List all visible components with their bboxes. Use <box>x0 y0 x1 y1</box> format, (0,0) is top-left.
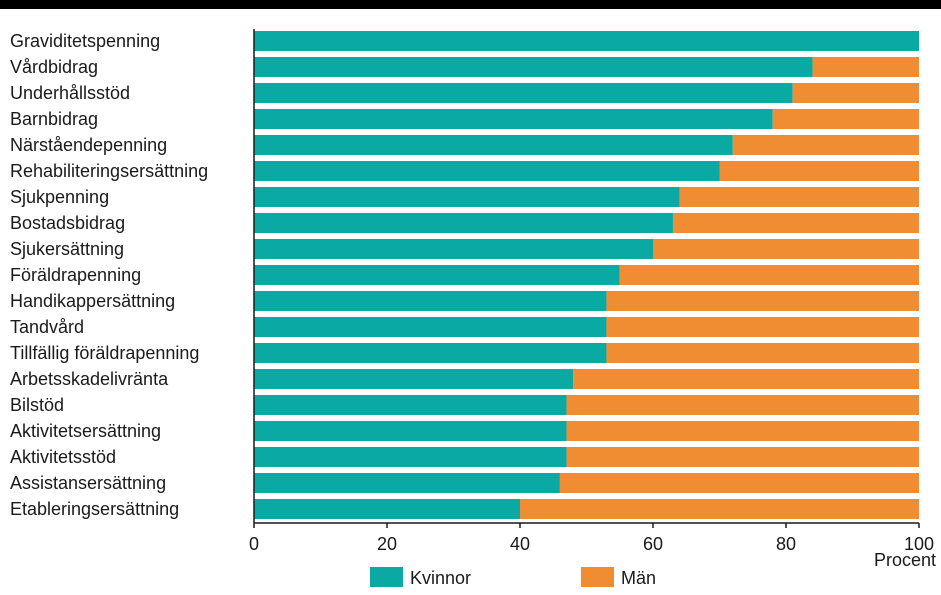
bar-kvinnor <box>254 161 720 181</box>
category-label: Tandvård <box>10 317 84 337</box>
x-tick-label: 100 <box>904 534 934 554</box>
bar-kvinnor <box>254 291 607 311</box>
category-label: Handikappersättning <box>10 291 175 311</box>
bar-man <box>792 83 919 103</box>
bar-man <box>719 161 919 181</box>
category-label: Sjukersättning <box>10 239 124 259</box>
bar-man <box>679 187 919 207</box>
category-label: Underhållsstöd <box>10 83 130 103</box>
bar-kvinnor <box>254 239 653 259</box>
bar-kvinnor <box>254 343 607 363</box>
category-labels: Graviditetspenning Vårdbidrag Underhållsst… <box>10 31 208 519</box>
legend: Kvinnor Män <box>370 567 656 588</box>
x-tick-label: 60 <box>643 534 663 554</box>
legend-label: Kvinnor <box>410 568 471 588</box>
bar-man <box>812 57 919 77</box>
bar-man <box>772 109 919 129</box>
bar-man <box>606 317 919 337</box>
bar-man <box>566 395 919 415</box>
x-axis-label: Procent <box>874 550 936 570</box>
bar-kvinnor <box>254 109 773 129</box>
category-label: Sjukpenning <box>10 187 109 207</box>
top-rule <box>0 0 941 9</box>
bar-kvinnor <box>254 395 567 415</box>
bar-man <box>520 499 919 519</box>
bar-man <box>566 447 919 467</box>
category-label: Etableringsersättning <box>10 499 179 519</box>
bar-kvinnor <box>254 187 680 207</box>
x-tick-label: 40 <box>510 534 530 554</box>
bar-kvinnor <box>254 31 919 51</box>
bar-kvinnor <box>254 421 567 441</box>
category-label: Graviditetspenning <box>10 31 160 51</box>
category-label: Tillfällig föräldrapenning <box>10 343 199 363</box>
bar-kvinnor <box>254 473 560 493</box>
bar-man <box>732 135 919 155</box>
bars <box>254 31 919 519</box>
category-label: Närståendepenning <box>10 135 167 155</box>
bar-man <box>566 421 919 441</box>
bar-kvinnor <box>254 499 520 519</box>
category-label: Föräldrapenning <box>10 265 141 285</box>
category-label: Bostadsbidrag <box>10 213 125 233</box>
category-label: Arbetsskadelivränta <box>10 369 169 389</box>
category-label: Assistansersättning <box>10 473 166 493</box>
x-tick-label: 20 <box>377 534 397 554</box>
bar-man <box>573 369 919 389</box>
category-label: Barnbidrag <box>10 109 98 129</box>
bar-man <box>653 239 919 259</box>
bar-kvinnor <box>254 83 793 103</box>
bar-man <box>619 265 919 285</box>
bar-kvinnor <box>254 447 567 467</box>
x-tick-label: 80 <box>776 534 796 554</box>
bar-man <box>606 291 919 311</box>
category-label: Bilstöd <box>10 395 64 415</box>
category-label: Aktivitetsersättning <box>10 421 161 441</box>
bar-kvinnor <box>254 213 673 233</box>
bar-man <box>559 473 919 493</box>
legend-swatch <box>370 567 403 587</box>
bar-kvinnor <box>254 135 733 155</box>
bar-kvinnor <box>254 369 574 389</box>
bar-kvinnor <box>254 57 813 77</box>
category-label: Aktivitetsstöd <box>10 447 116 467</box>
bar-kvinnor <box>254 265 620 285</box>
bar-kvinnor <box>254 317 607 337</box>
x-axis: 0 20 40 60 80 100 <box>249 29 934 554</box>
legend-label: Män <box>621 568 656 588</box>
bar-man <box>606 343 919 363</box>
x-tick-label: 0 <box>249 534 259 554</box>
category-label: Rehabiliteringsersättning <box>10 161 208 181</box>
category-label: Vårdbidrag <box>10 57 98 77</box>
bar-man <box>672 213 919 233</box>
legend-swatch <box>581 567 614 587</box>
